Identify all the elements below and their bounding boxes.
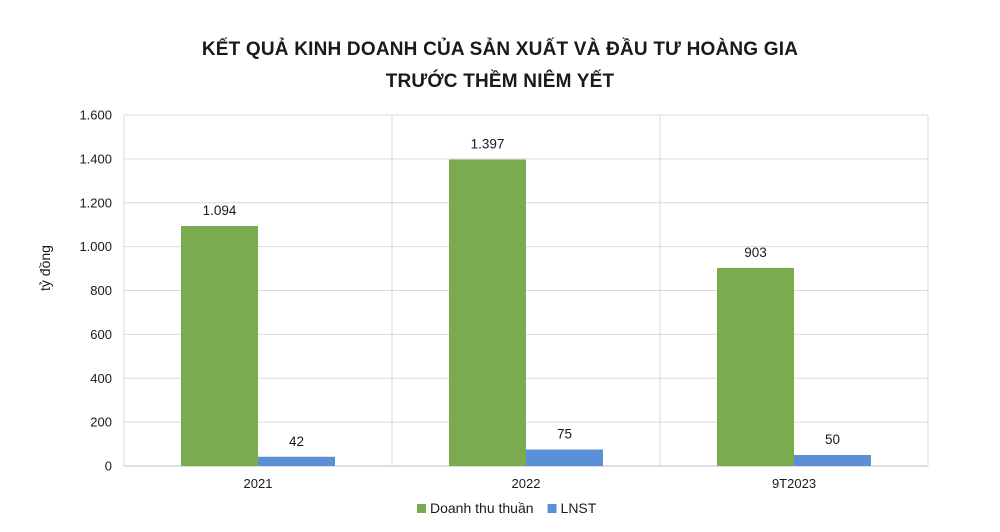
legend-swatch [547,504,557,513]
bar-lnst [258,456,335,466]
x-tick-label: 9T2023 [772,476,816,491]
legend-swatch [417,504,426,513]
y-tick-label: 800 [90,283,112,298]
data-label: 42 [289,434,304,449]
bar-lnst [526,449,603,466]
bar-doanh-thu-thuan [181,226,258,466]
chart-title-line-1: KẾT QUẢ KINH DOANH CỦA SẢN XUẤT VÀ ĐẦU T… [201,39,799,60]
data-label: 75 [557,427,572,442]
data-labels: 1.094 42 1.397 75 903 50 [203,137,840,449]
bar-lnst [794,455,871,466]
x-tick-label: 2022 [512,476,541,491]
y-tick-label: 1.400 [79,151,112,166]
bar-doanh-thu-thuan [449,159,526,466]
chart-title: KẾT QUẢ KINH DOANH CỦA SẢN XUẤT VÀ ĐẦU T… [0,34,1000,98]
bars [181,159,871,466]
data-label: 1.094 [203,203,237,218]
data-label: 903 [744,245,767,260]
bar-doanh-thu-thuan [717,267,794,466]
legend-label: LNST [561,500,597,516]
y-tick-label: 400 [90,371,112,386]
y-axis-label: tỷ đồng [37,245,53,291]
x-tick-label: 2021 [244,476,273,491]
y-tick-label: 1.000 [79,239,112,254]
data-label: 1.397 [471,137,505,152]
data-label: 50 [825,432,840,447]
x-axis-ticks: 2021 2022 9T2023 [244,476,817,491]
legend: Doanh thu thuần LNST [417,500,597,516]
y-axis-ticks: 0 200 400 600 800 1.000 1.200 1.400 1.600 [79,108,112,474]
y-tick-label: 1.200 [79,195,112,210]
chart-title-line-2: TRƯỚC THỀM NIÊM YẾT [385,71,615,92]
y-tick-label: 600 [90,327,112,342]
y-tick-label: 0 [105,459,112,474]
legend-label: Doanh thu thuần [430,500,534,516]
y-tick-label: 200 [90,415,112,430]
y-tick-label: 1.600 [79,108,112,123]
